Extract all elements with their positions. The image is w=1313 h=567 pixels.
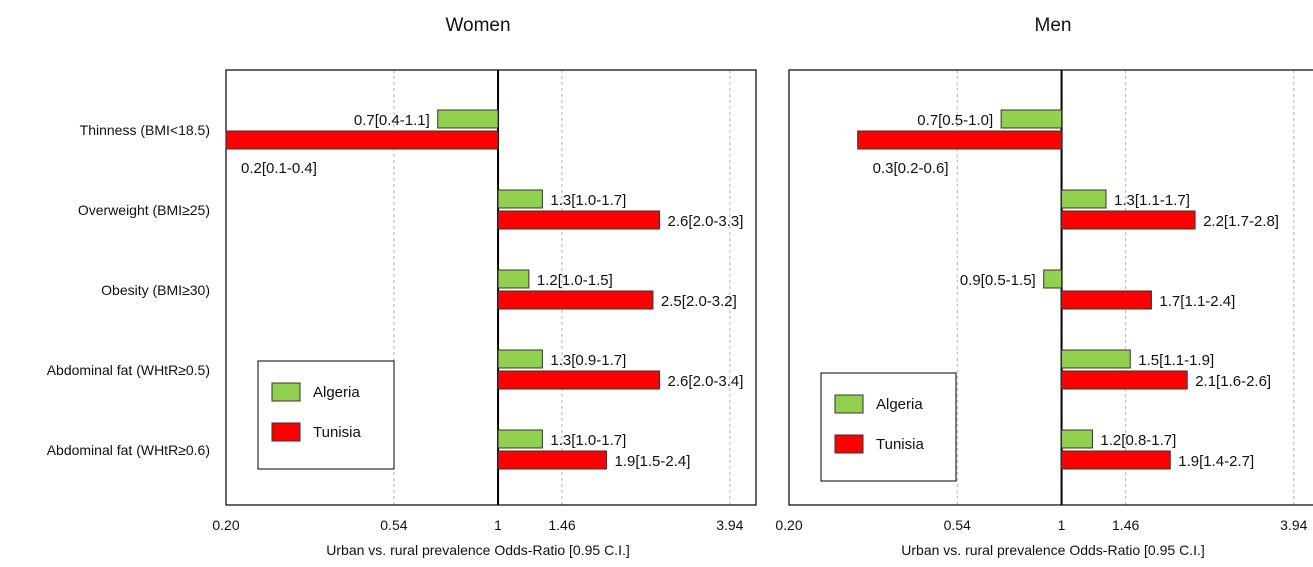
- data-label: 0.9[0.5-1.5]: [960, 272, 1036, 289]
- data-label: 1.7[1.1-2.4]: [1159, 293, 1235, 310]
- legend-label: Tunisia: [313, 424, 361, 441]
- bar-tunisia: [1061, 210, 1196, 230]
- bar-tunisia: [497, 290, 654, 310]
- data-label: 2.2[1.7-2.8]: [1203, 213, 1279, 230]
- data-label: 0.7[0.4-1.1]: [354, 112, 430, 129]
- legend: Algeria Tunisia: [257, 360, 395, 470]
- bar-tunisia: [857, 130, 1063, 150]
- bar-tunisia: [1061, 370, 1188, 390]
- legend-box: [257, 360, 395, 470]
- category-label: Abdominal fat (WHtR≥0.6): [47, 442, 210, 458]
- category-label: Abdominal fat (WHtR≥0.5): [47, 362, 210, 378]
- legend-label: Algeria: [876, 396, 923, 413]
- bar-algeria: [497, 429, 543, 449]
- panel-men: Men 0.20 0.54 1 1.46 3.94 0.7[0.5-1.0] 1.3[1.1-…: [775, 15, 1313, 558]
- x-tick-label: 3.94: [716, 517, 743, 533]
- panel-title: Women: [445, 15, 510, 36]
- bar-tunisia: [497, 370, 661, 390]
- x-tick-label: 3.94: [1280, 517, 1307, 533]
- bar-algeria: [437, 109, 499, 129]
- legend-label: Algeria: [313, 384, 360, 401]
- bar-algeria: [1043, 269, 1063, 289]
- bar-algeria: [1061, 349, 1131, 369]
- x-tick-label: 1.46: [548, 517, 575, 533]
- legend-swatch-tunisia: [834, 434, 864, 454]
- panel-women: Women 0.20 0.54 1 1.46 3.94 0.7[0.4-1.1] 1.3[1.…: [212, 15, 757, 558]
- bar-tunisia: [497, 210, 661, 230]
- data-label: 1.3[0.9-1.7]: [550, 352, 626, 369]
- x-axis-label: Urban vs. rural prevalence Odds-Ratio [0…: [326, 542, 629, 558]
- data-label: 2.6[2.0-3.3]: [668, 213, 744, 230]
- bar-tunisia: [225, 130, 499, 150]
- x-tick-label: 0.20: [212, 517, 239, 533]
- data-label: 0.2[0.1-0.4]: [241, 160, 317, 177]
- data-label: 1.3[1.0-1.7]: [550, 432, 626, 449]
- legend-swatch-algeria: [834, 394, 864, 414]
- x-tick-label: 1.46: [1112, 517, 1139, 533]
- legend: Algeria Tunisia: [820, 372, 957, 482]
- bar-algeria: [1061, 189, 1107, 209]
- bar-algeria: [1061, 429, 1093, 449]
- data-label: 2.6[2.0-3.4]: [668, 373, 744, 390]
- data-label: 1.5[1.1-1.9]: [1138, 352, 1214, 369]
- legend-swatch-tunisia: [271, 422, 301, 442]
- legend-label: Tunisia: [876, 436, 924, 453]
- data-label: 1.3[1.1-1.7]: [1114, 192, 1190, 209]
- x-tick-label: 0.54: [944, 517, 971, 533]
- x-tick-label: 1: [494, 517, 502, 533]
- data-label: 1.9[1.4-2.7]: [1178, 453, 1254, 470]
- bar-tunisia: [1061, 290, 1152, 310]
- data-label: 2.5[2.0-3.2]: [661, 293, 737, 310]
- bar-tunisia: [497, 450, 608, 470]
- x-tick-label: 0.20: [775, 517, 802, 533]
- data-label: 2.1[1.6-2.6]: [1195, 373, 1271, 390]
- category-label: Obesity (BMI≥30): [101, 282, 210, 298]
- data-label: 1.3[1.0-1.7]: [550, 192, 626, 209]
- data-label: 1.2[0.8-1.7]: [1100, 432, 1176, 449]
- data-label: 0.7[0.5-1.0]: [917, 112, 993, 129]
- category-label: Thinness (BMI<18.5): [80, 122, 210, 138]
- bar-tunisia: [1061, 450, 1171, 470]
- bar-algeria: [497, 189, 543, 209]
- legend-swatch-algeria: [271, 382, 301, 402]
- x-tick-label: 0.54: [380, 517, 407, 533]
- data-label: 1.2[1.0-1.5]: [537, 272, 613, 289]
- bar-algeria: [1000, 109, 1063, 129]
- plot-frame: [788, 69, 1313, 506]
- legend-box: [820, 372, 957, 482]
- data-label: 1.9[1.5-2.4]: [615, 453, 691, 470]
- bar-algeria: [497, 269, 530, 289]
- data-label: 0.3[0.2-0.6]: [873, 160, 949, 177]
- x-axis-label: Urban vs. rural prevalence Odds-Ratio [0…: [901, 542, 1204, 558]
- bar-algeria: [497, 349, 543, 369]
- category-label: Overweight (BMI≥25): [78, 202, 210, 218]
- plot-frame: [225, 69, 757, 506]
- x-tick-label: 1: [1058, 517, 1066, 533]
- panel-title: Men: [1035, 15, 1072, 36]
